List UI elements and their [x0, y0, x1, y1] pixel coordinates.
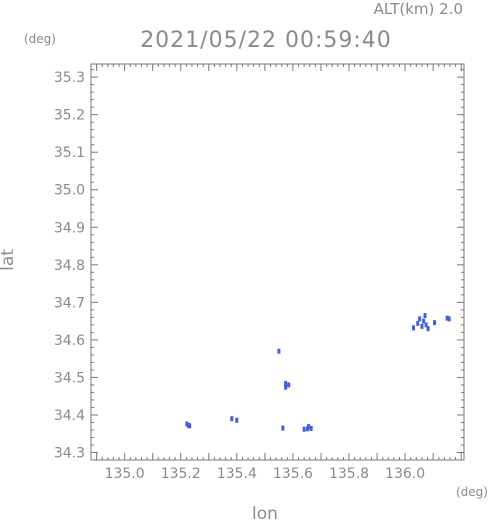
data-point	[185, 421, 189, 427]
data-point	[424, 322, 428, 328]
y-tick-label: 34.4	[54, 408, 85, 424]
data-point	[420, 323, 424, 329]
data-point	[416, 320, 420, 326]
data-point	[426, 326, 430, 332]
data-point	[445, 315, 449, 321]
y-tick-label: 34.9	[54, 220, 85, 236]
data-point	[235, 417, 239, 423]
x-tick-label: 135.2	[161, 466, 201, 482]
y-axis-unit: (deg)	[24, 32, 56, 46]
data-point	[284, 384, 288, 390]
x-tick-labels: 135.0 135.2 135.4 135.6 135.8 136.0	[105, 466, 426, 482]
data-point	[287, 382, 291, 388]
axis-ticks	[90, 64, 464, 461]
y-tick-labels: 34.3 34.4 34.5 34.6 34.7 34.8 34.9 35.0 35.1 35.2…	[54, 70, 85, 461]
data-point	[423, 312, 427, 318]
data-point	[418, 316, 422, 322]
x-axis-label: lon	[252, 504, 278, 521]
data-point	[284, 380, 288, 386]
data-point	[422, 318, 426, 324]
data-point	[412, 325, 416, 331]
y-tick-label: 35.0	[54, 183, 85, 199]
data-point	[433, 320, 437, 326]
x-axis-unit: (deg)	[456, 485, 488, 499]
y-tick-label: 35.3	[54, 70, 85, 86]
data-point	[309, 425, 313, 431]
y-tick-label: 34.7	[54, 295, 85, 311]
plot-frame	[90, 63, 465, 461]
x-tick-label: 135.8	[329, 466, 369, 482]
y-axis-label: lat	[0, 249, 18, 271]
y-tick-label: 34.3	[54, 445, 85, 461]
data-point	[230, 416, 234, 422]
data-point	[277, 348, 281, 354]
y-tick-label: 34.8	[54, 258, 85, 274]
altitude-label: ALT(km) 2.0	[374, 0, 463, 18]
data-points	[185, 312, 451, 432]
data-point	[447, 316, 451, 322]
x-tick-label: 136.0	[385, 466, 425, 482]
timestamp-title: 2021/05/22 00:59:40	[140, 28, 392, 53]
data-point	[307, 424, 311, 430]
data-point	[302, 426, 306, 432]
x-tick-label: 135.4	[217, 466, 257, 482]
x-tick-label: 135.6	[273, 466, 313, 482]
y-tick-label: 34.6	[54, 333, 85, 349]
data-point	[281, 425, 285, 431]
y-tick-label: 35.1	[54, 145, 85, 161]
y-tick-label: 34.5	[54, 370, 85, 386]
y-tick-label: 35.2	[54, 108, 85, 124]
x-tick-label: 135.0	[105, 466, 145, 482]
data-point	[188, 423, 192, 429]
